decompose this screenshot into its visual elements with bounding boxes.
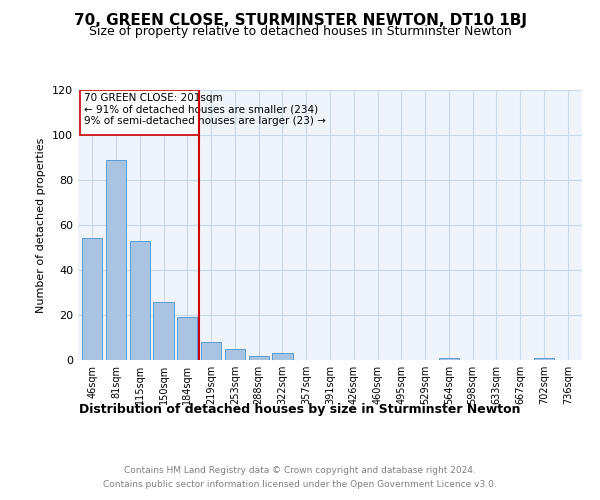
Bar	[201, 342, 221, 360]
Bar	[534, 358, 554, 360]
Text: 70, GREEN CLOSE, STURMINSTER NEWTON, DT10 1BJ: 70, GREEN CLOSE, STURMINSTER NEWTON, DT1…	[74, 12, 527, 28]
Text: Contains public sector information licensed under the Open Government Licence v3: Contains public sector information licen…	[103, 480, 497, 489]
Bar	[154, 302, 173, 360]
Bar	[106, 160, 126, 360]
Y-axis label: Number of detached properties: Number of detached properties	[37, 138, 46, 312]
Bar	[130, 241, 150, 360]
Text: ← 91% of detached houses are smaller (234): ← 91% of detached houses are smaller (23…	[84, 104, 318, 115]
Bar	[439, 358, 459, 360]
Bar	[272, 353, 293, 360]
Text: Distribution of detached houses by size in Sturminster Newton: Distribution of detached houses by size …	[79, 402, 521, 415]
Bar	[248, 356, 269, 360]
Text: 70 GREEN CLOSE: 201sqm: 70 GREEN CLOSE: 201sqm	[84, 94, 223, 104]
Bar	[225, 349, 245, 360]
Bar	[177, 318, 197, 360]
Bar	[82, 238, 103, 360]
Text: 9% of semi-detached houses are larger (23) →: 9% of semi-detached houses are larger (2…	[84, 116, 326, 126]
Text: Size of property relative to detached houses in Sturminster Newton: Size of property relative to detached ho…	[89, 25, 511, 38]
FancyBboxPatch shape	[80, 90, 199, 135]
Text: Contains HM Land Registry data © Crown copyright and database right 2024.: Contains HM Land Registry data © Crown c…	[124, 466, 476, 475]
